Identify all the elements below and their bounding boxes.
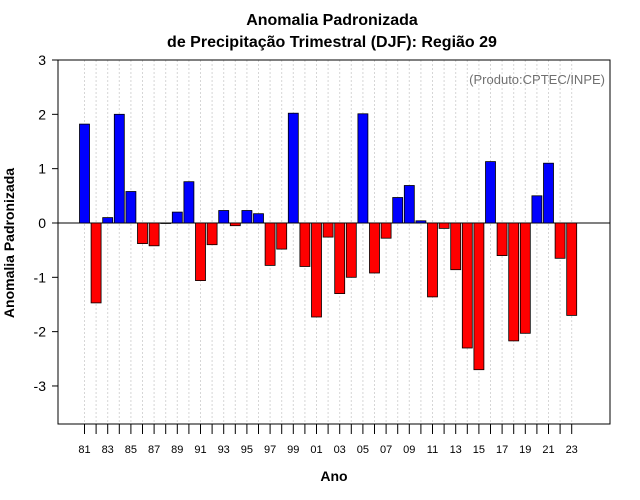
x-tick-label: 15 [473, 444, 485, 456]
bar-1995 [241, 210, 253, 224]
x-tick-label: 11 [427, 444, 438, 456]
bar-1998 [276, 222, 288, 250]
x-tick-label: 07 [380, 444, 392, 456]
bar-2010 [415, 220, 427, 224]
bar-1983 [102, 217, 114, 224]
x-tick-label: 83 [102, 444, 114, 456]
bar-1990 [183, 181, 195, 224]
bar-1986 [137, 222, 148, 245]
bar-2020 [531, 195, 543, 224]
bar-2021 [543, 162, 554, 224]
bar-2015 [473, 222, 485, 371]
bar-1984 [113, 113, 125, 224]
bar-2023 [566, 222, 578, 316]
x-tick-label: 09 [403, 444, 415, 456]
chart-title-line1: Anomalia Padronizada [246, 12, 418, 29]
bar-2006 [369, 222, 380, 274]
bar-2002 [322, 222, 334, 238]
x-tick-label: 13 [450, 444, 462, 456]
bar-2019 [519, 222, 531, 334]
bar-1989 [171, 211, 183, 224]
x-tick-label: 97 [264, 444, 276, 456]
chart-title-line2: de Precipitação Trimestral (DJF): Região… [167, 34, 497, 51]
x-tick-label: 01 [310, 444, 322, 456]
x-tick-label: 89 [171, 444, 183, 456]
x-tick-label: 03 [334, 444, 346, 456]
y-tick-label: -2 [34, 324, 47, 340]
bar-1993 [218, 210, 230, 224]
y-tick-label: -3 [34, 378, 47, 394]
x-tick-label: 87 [148, 444, 160, 456]
bar-2003 [334, 222, 346, 294]
bar-2001 [311, 222, 322, 318]
bar-2018 [508, 222, 520, 342]
x-tick-label: 23 [566, 444, 578, 456]
y-tick-label: -1 [34, 269, 47, 285]
bar-2012 [438, 222, 450, 229]
x-tick-label: 17 [496, 444, 508, 456]
plot-frame [57, 59, 611, 425]
x-tick-label: 21 [542, 444, 554, 456]
y-tick-label: 2 [38, 106, 46, 122]
x-tick-label: 93 [218, 444, 230, 456]
x-axis: 81 83 85 87 89 91 93 95 97 99 01 03 05 07 09 11 13 15 17 19… [78, 424, 578, 456]
bar-2017 [496, 222, 508, 256]
x-tick-label: 85 [125, 444, 137, 456]
y-tick-label: 3 [38, 52, 46, 68]
bar-1994 [229, 222, 241, 227]
bar-1997 [264, 222, 276, 266]
bar-2007 [380, 222, 392, 239]
bar-2008 [392, 197, 404, 224]
x-axis-title: Ano [320, 468, 347, 484]
y-tick-label: 0 [38, 215, 46, 231]
x-tick-label: 91 [194, 444, 206, 456]
bar-2014 [461, 222, 473, 349]
y-axis-title: Anomalia Padronizada [1, 168, 17, 318]
bar-2009 [403, 185, 415, 224]
bar-2013 [450, 222, 462, 271]
x-tick-label: 99 [287, 444, 299, 456]
bar-2005 [357, 113, 369, 224]
bar-1988 [160, 222, 172, 224]
bar-1985 [125, 191, 137, 224]
x-tick-label: 95 [241, 444, 253, 456]
bar-2016 [485, 161, 496, 224]
x-tick-label: 81 [78, 444, 90, 456]
bar-1981 [79, 123, 90, 224]
bar-1996 [253, 213, 264, 224]
y-tick-label: 1 [38, 161, 46, 177]
bar-2000 [299, 222, 311, 267]
y-axis: 3 2 1 0 -1 -2 -3 [34, 52, 58, 394]
bar-1991 [195, 222, 206, 281]
x-tick-label: 19 [519, 444, 531, 456]
bar-1992 [206, 222, 218, 246]
bars [79, 112, 578, 371]
bar-2004 [345, 222, 357, 278]
credit-annotation: (Produto:CPTEC/INPE) [469, 72, 605, 87]
bar-1999 [287, 112, 299, 224]
bar-2011 [427, 222, 438, 298]
x-tick-label: 05 [357, 444, 369, 456]
bar-1987 [148, 222, 160, 247]
bar-2022 [554, 222, 566, 259]
bar-1982 [90, 222, 102, 304]
